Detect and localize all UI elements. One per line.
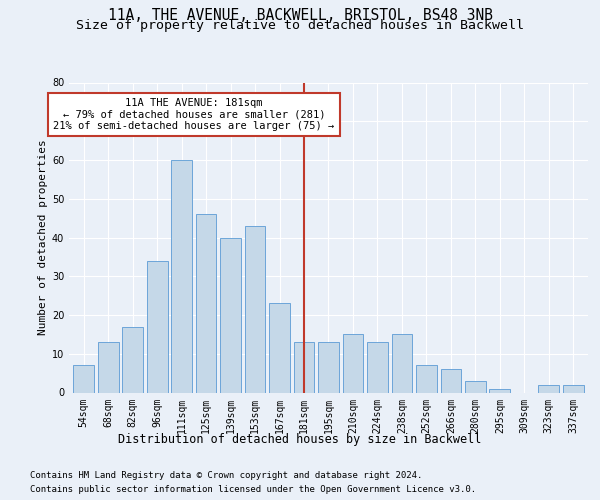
Bar	[122, 326, 143, 392]
Bar	[171, 160, 192, 392]
Bar	[538, 385, 559, 392]
Bar	[490, 388, 510, 392]
Text: Contains public sector information licensed under the Open Government Licence v3: Contains public sector information licen…	[30, 485, 476, 494]
Text: Distribution of detached houses by size in Backwell: Distribution of detached houses by size …	[118, 432, 482, 446]
Text: 11A THE AVENUE: 181sqm
← 79% of detached houses are smaller (281)
21% of semi-de: 11A THE AVENUE: 181sqm ← 79% of detached…	[53, 98, 334, 131]
Bar	[392, 334, 412, 392]
Bar	[563, 385, 584, 392]
Bar	[440, 369, 461, 392]
Bar	[367, 342, 388, 392]
Bar	[416, 366, 437, 392]
Text: 11A, THE AVENUE, BACKWELL, BRISTOL, BS48 3NB: 11A, THE AVENUE, BACKWELL, BRISTOL, BS48…	[107, 8, 493, 22]
Bar	[343, 334, 364, 392]
Bar	[293, 342, 314, 392]
Bar	[245, 226, 265, 392]
Bar	[196, 214, 217, 392]
Text: Size of property relative to detached houses in Backwell: Size of property relative to detached ho…	[76, 19, 524, 32]
Bar	[318, 342, 339, 392]
Text: Contains HM Land Registry data © Crown copyright and database right 2024.: Contains HM Land Registry data © Crown c…	[30, 471, 422, 480]
Bar	[269, 304, 290, 392]
Bar	[98, 342, 119, 392]
Bar	[465, 381, 486, 392]
Bar	[220, 238, 241, 392]
Bar	[73, 366, 94, 392]
Bar	[147, 261, 167, 392]
Y-axis label: Number of detached properties: Number of detached properties	[38, 140, 47, 336]
